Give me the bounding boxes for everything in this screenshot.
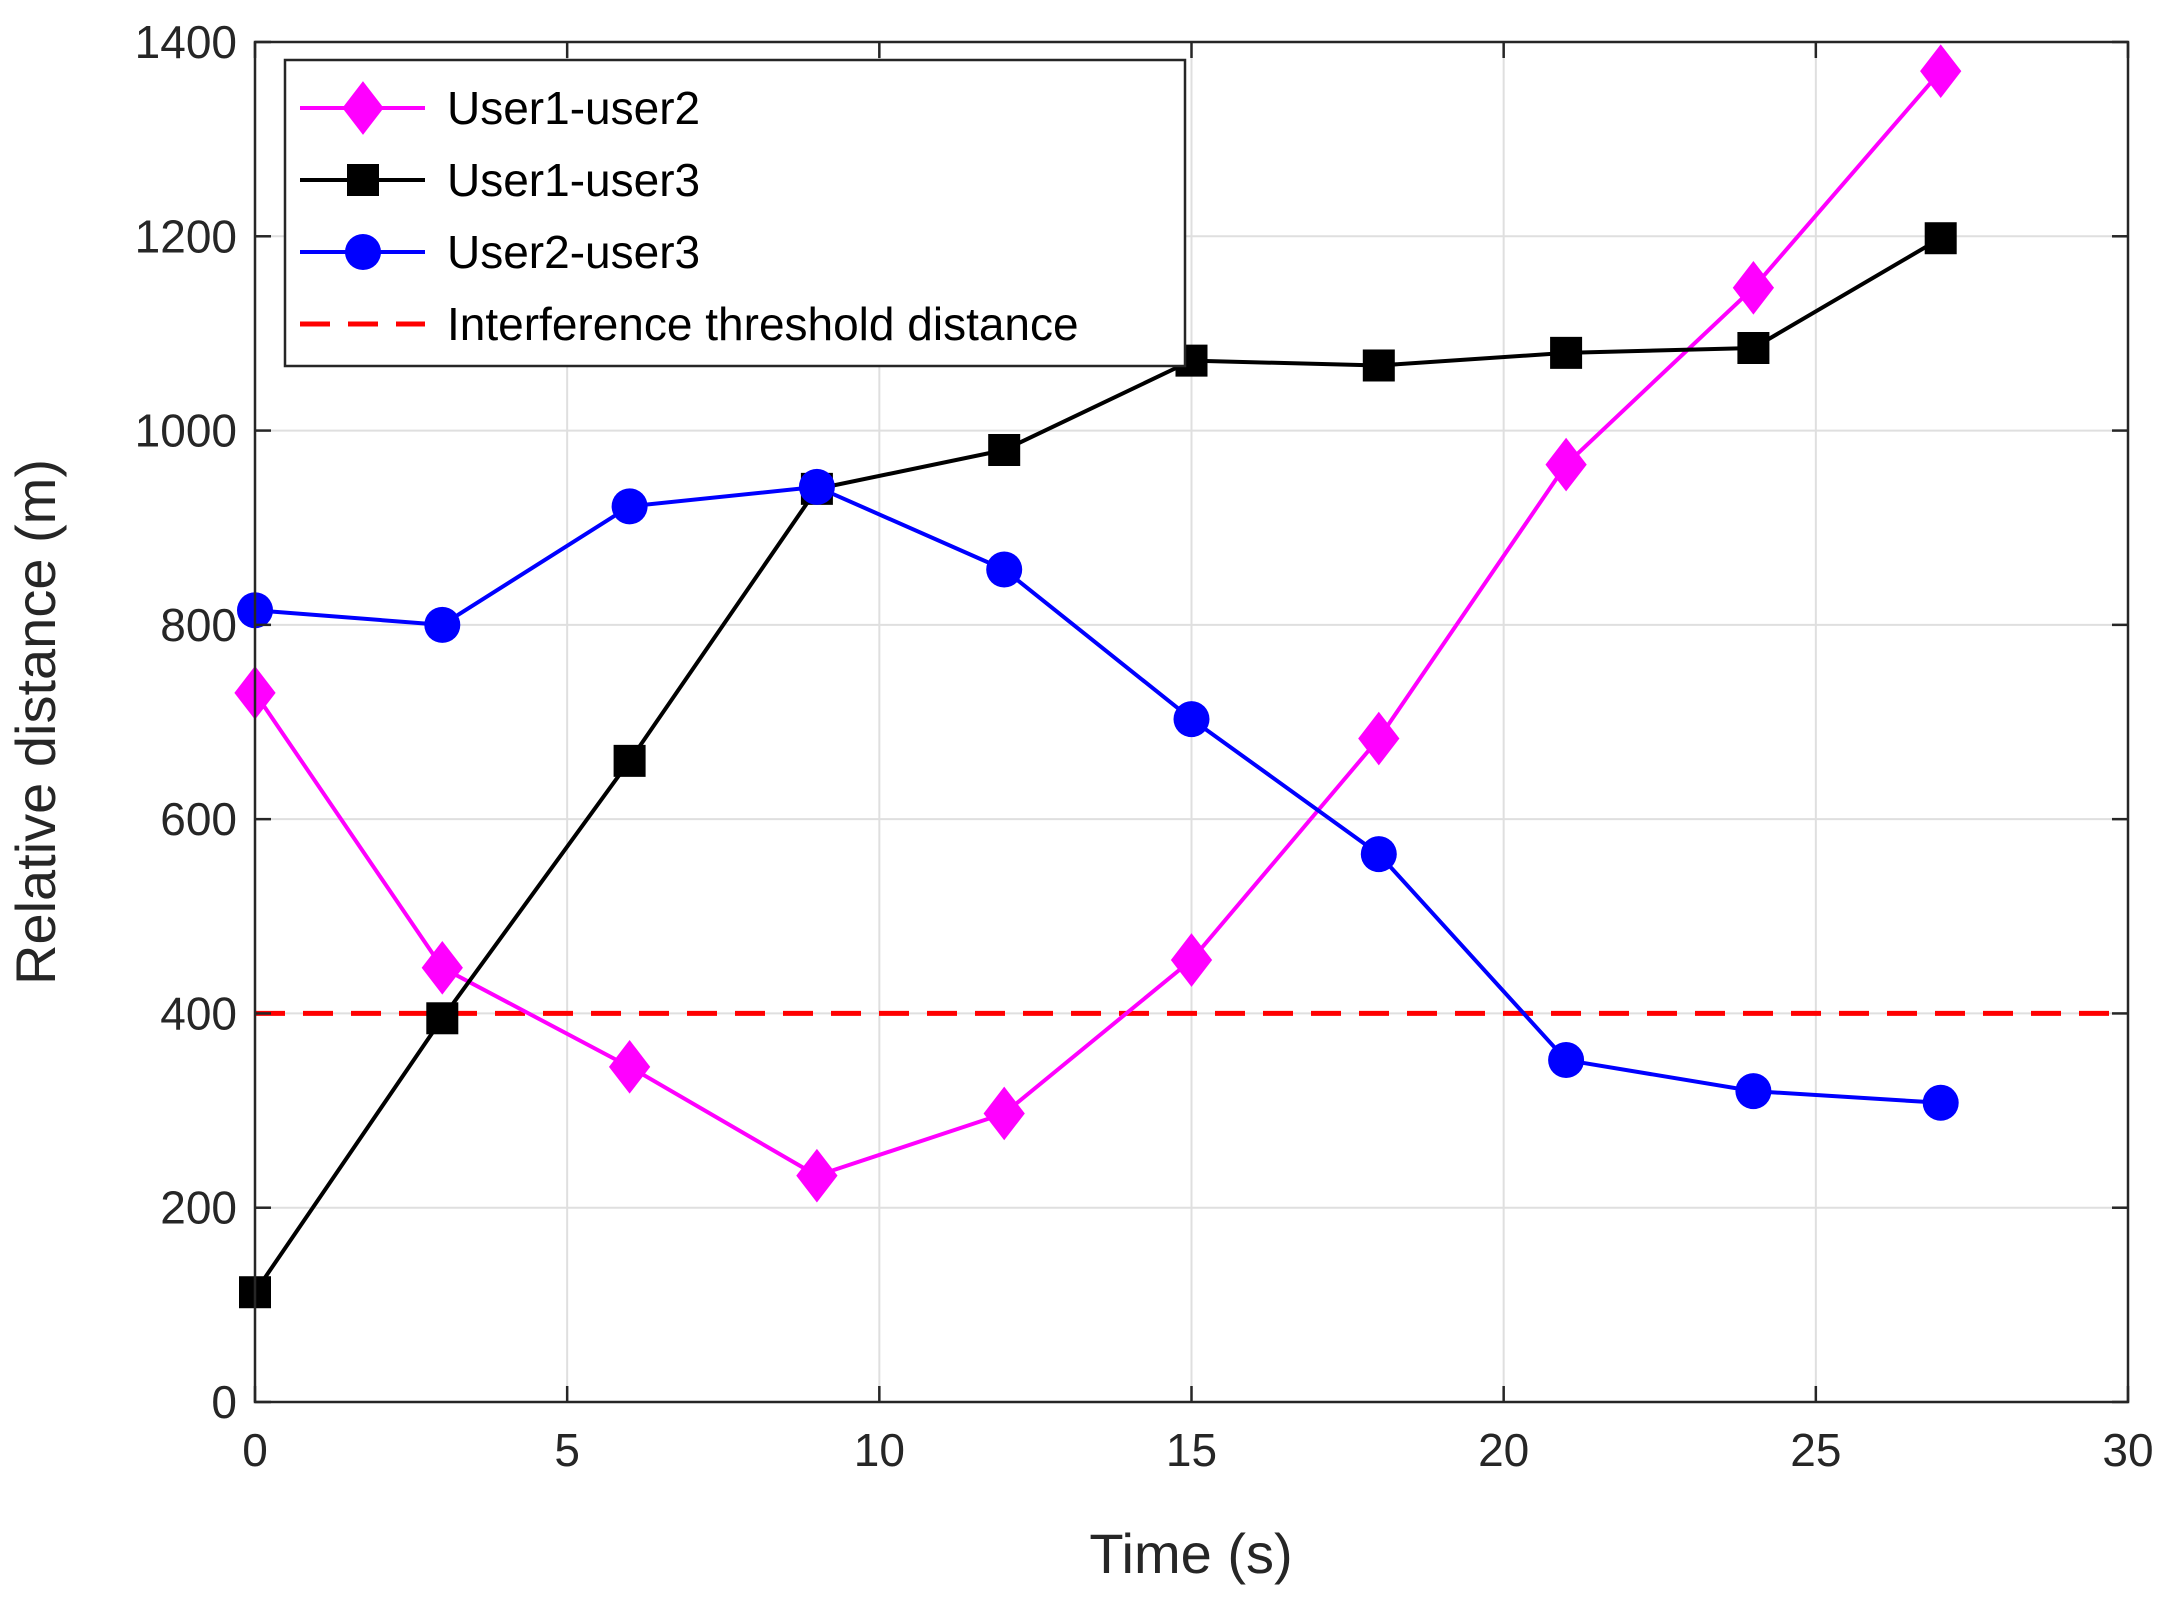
legend-label: User1-user2 <box>447 82 700 134</box>
x-tick-label: 25 <box>1790 1424 1841 1476</box>
legend-label: User2-user3 <box>447 226 700 278</box>
y-tick-label: 200 <box>160 1182 237 1234</box>
x-tick-label: 5 <box>554 1424 580 1476</box>
x-tick-label: 20 <box>1478 1424 1529 1476</box>
circle-marker <box>345 234 381 270</box>
square-marker <box>1550 336 1583 369</box>
circle-marker <box>1922 1084 1959 1121</box>
y-tick-label: 1400 <box>135 16 237 68</box>
diamond-marker <box>1170 933 1213 987</box>
series-line-user1-user3 <box>253 236 1942 1294</box>
circle-marker <box>798 468 835 505</box>
circle-marker <box>424 606 461 643</box>
x-axis-label: Time (s) <box>1089 1522 1292 1585</box>
circle-marker <box>1548 1042 1585 1079</box>
legend-box <box>283 58 1187 368</box>
square-marker <box>988 434 1021 466</box>
square-marker <box>1737 332 1770 364</box>
y-tick-label: 400 <box>160 987 237 1039</box>
square-marker <box>613 744 646 777</box>
legend: User1-user2 User1-user3 User2-user3 Interfe… <box>283 58 1187 368</box>
y-tick-label: 600 <box>160 793 237 845</box>
series-lines <box>253 69 1943 1294</box>
circle-marker <box>986 551 1023 588</box>
x-tick-label: 15 <box>1166 1424 1217 1476</box>
circle-marker <box>1735 1073 1772 1110</box>
square-marker <box>426 1002 459 1035</box>
diamond-marker <box>983 1086 1025 1141</box>
legend-label: Interference threshold distance <box>447 298 1079 350</box>
series-line-user2-user3 <box>254 484 1941 1105</box>
y-tick-label: 0 <box>211 1376 237 1428</box>
circle-marker <box>611 488 648 525</box>
circle-marker <box>1360 836 1397 873</box>
square-marker <box>1362 349 1395 382</box>
y-axis-label: Relative distance (m) <box>4 459 67 985</box>
square-marker <box>347 164 379 196</box>
x-axis: 0 5 10 15 20 25 30 <box>242 42 2154 1476</box>
diamond-marker <box>1920 44 1962 98</box>
square-marker <box>1924 222 1957 255</box>
y-axis: 0 200 400 600 800 1000 1200 1400 <box>135 16 2128 1428</box>
circle-marker <box>1173 701 1210 738</box>
diamond-marker <box>1545 437 1587 492</box>
y-tick-label: 1000 <box>135 405 237 457</box>
diamond-marker <box>796 1148 838 1203</box>
x-tick-label: 0 <box>242 1424 268 1476</box>
x-tick-label: 10 <box>854 1424 905 1476</box>
series-line-user1-user2 <box>253 69 1943 1178</box>
y-tick-label: 1200 <box>135 210 237 262</box>
y-tick-label: 800 <box>160 599 237 651</box>
diamond-marker <box>608 1040 651 1094</box>
x-tick-label: 30 <box>2102 1424 2153 1476</box>
diamond-marker <box>342 81 384 135</box>
diamond-marker <box>421 940 463 995</box>
diamond-marker <box>1732 260 1775 315</box>
series-markers <box>234 44 1962 1309</box>
legend-label: User1-user3 <box>447 154 700 206</box>
diamond-marker <box>1358 711 1400 766</box>
